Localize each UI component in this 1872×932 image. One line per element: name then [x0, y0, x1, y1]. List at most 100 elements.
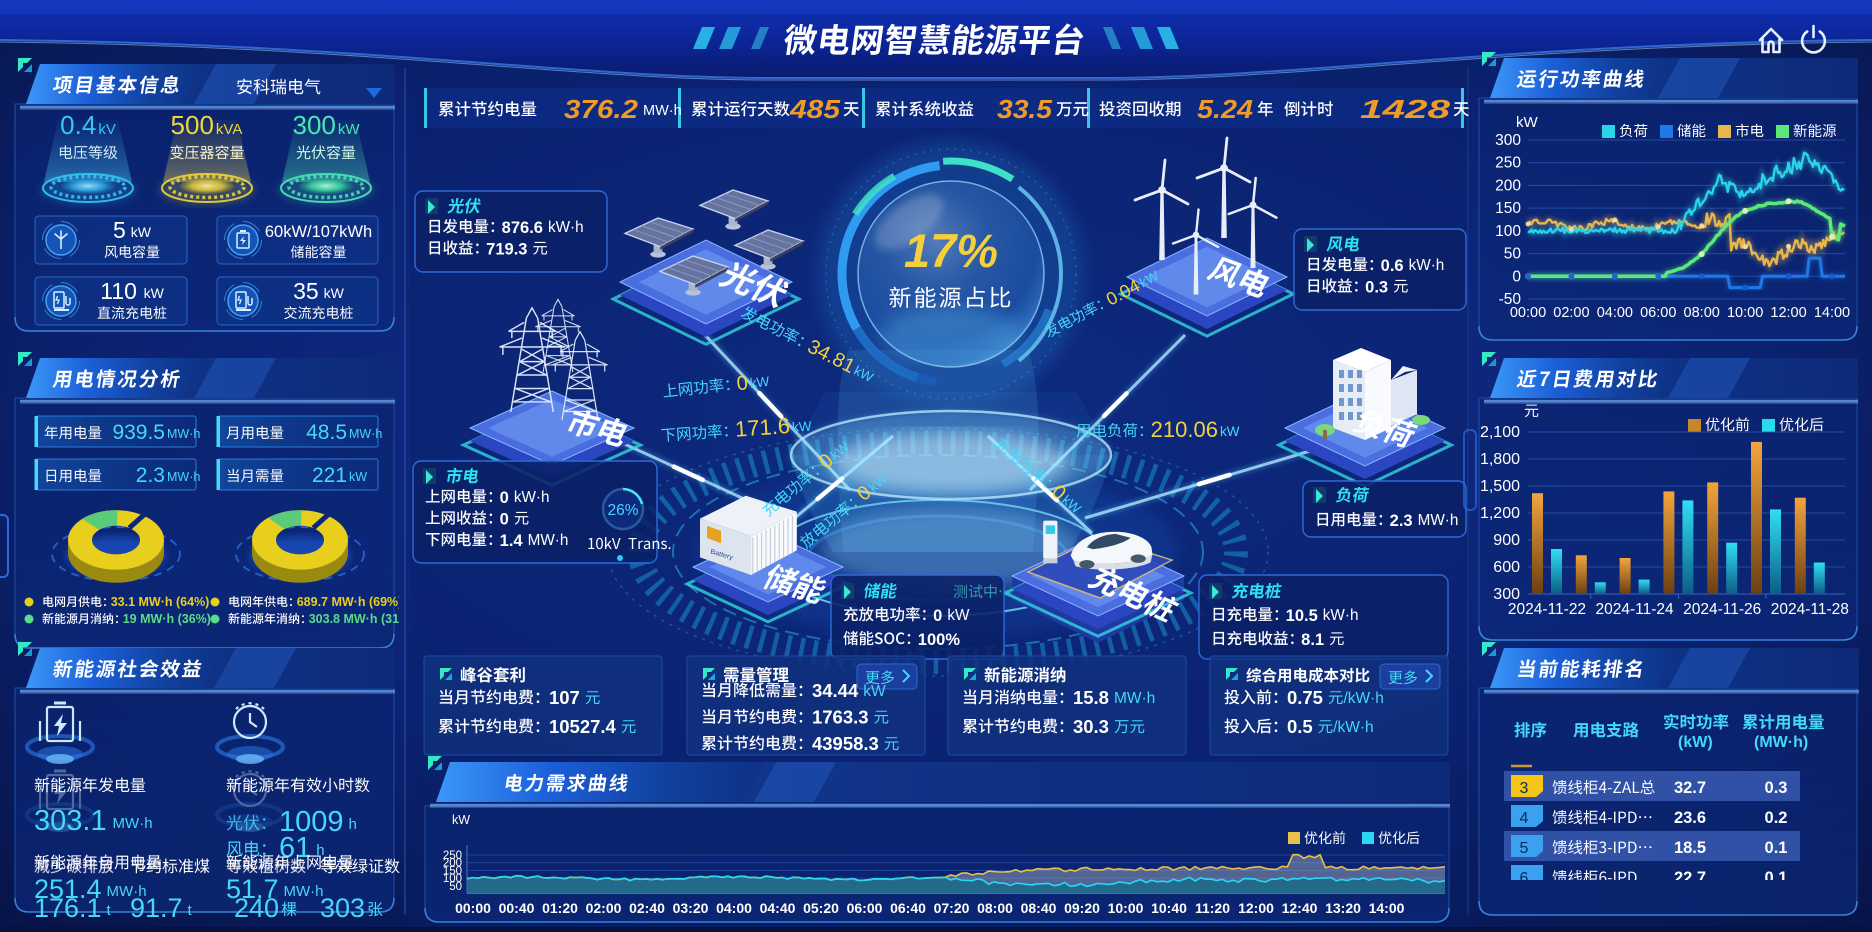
- svg-text:51.7: 51.7: [226, 874, 279, 904]
- svg-text:0: 0: [500, 511, 509, 529]
- svg-text:10:00: 10:00: [1727, 305, 1763, 321]
- svg-text:33.5: 33.5: [997, 94, 1053, 124]
- svg-text:240: 240: [234, 893, 279, 923]
- svg-text:303: 303: [320, 893, 365, 923]
- svg-text:04:00: 04:00: [1597, 305, 1633, 321]
- svg-text:14:00: 14:00: [1814, 305, 1850, 321]
- svg-text:939.5: 939.5: [112, 421, 165, 444]
- svg-text:48.5: 48.5: [306, 421, 347, 444]
- svg-text:251.4: 251.4: [34, 874, 102, 904]
- svg-text:200: 200: [443, 858, 462, 870]
- svg-text:MW·h: MW·h: [349, 427, 382, 441]
- svg-text:4: 4: [1520, 810, 1529, 827]
- svg-text:(kW): (kW): [1678, 734, 1713, 751]
- svg-text:-50: -50: [1499, 291, 1522, 308]
- svg-text:00:00: 00:00: [1510, 305, 1546, 321]
- svg-text:171.6: 171.6: [734, 413, 791, 442]
- svg-text:kW: kW: [452, 813, 470, 827]
- svg-text:107: 107: [549, 687, 580, 708]
- svg-text:06:40: 06:40: [890, 900, 926, 916]
- svg-text:176.1: 176.1: [34, 893, 102, 923]
- svg-text:600: 600: [1493, 559, 1520, 576]
- svg-text:1009: 1009: [279, 806, 344, 838]
- svg-text:32.7: 32.7: [1674, 779, 1706, 797]
- svg-text:3: 3: [1520, 780, 1529, 797]
- svg-text:1,800: 1,800: [1480, 451, 1520, 468]
- svg-text:kW·h: kW·h: [1323, 607, 1359, 624]
- svg-text:kW·h: kW·h: [1409, 257, 1445, 274]
- svg-text:MW·h: MW·h: [1114, 690, 1155, 707]
- svg-text:200: 200: [1495, 177, 1521, 194]
- svg-text:35: 35: [293, 278, 319, 304]
- svg-text:0.1: 0.1: [1765, 869, 1788, 887]
- svg-text:MW·h: MW·h: [167, 470, 200, 484]
- svg-text:kW: kW: [863, 683, 886, 700]
- svg-text:12:40: 12:40: [1282, 900, 1318, 916]
- svg-text:(MW·h): (MW·h): [1754, 734, 1808, 751]
- svg-text:15.8: 15.8: [1073, 687, 1109, 708]
- svg-text:kW: kW: [349, 470, 367, 484]
- svg-text:23.6: 23.6: [1674, 809, 1706, 827]
- svg-text:150: 150: [1495, 200, 1521, 217]
- svg-text:02:40: 02:40: [629, 900, 665, 916]
- svg-text:300: 300: [1495, 132, 1521, 149]
- svg-text:2.3: 2.3: [136, 464, 165, 487]
- svg-text:0: 0: [500, 489, 509, 507]
- svg-text:30.3: 30.3: [1073, 716, 1109, 737]
- svg-text:33.1 MW·h (64%): 33.1 MW·h (64%): [111, 595, 210, 609]
- svg-text:08:00: 08:00: [977, 900, 1013, 916]
- svg-text:0.6: 0.6: [1381, 257, 1404, 275]
- svg-text:22.7: 22.7: [1674, 869, 1706, 887]
- svg-text:303.8 MW·h (31%): 303.8 MW·h (31%): [309, 612, 415, 626]
- svg-text:250: 250: [443, 850, 462, 862]
- svg-text:1,200: 1,200: [1480, 505, 1520, 522]
- svg-text:09:20: 09:20: [1064, 900, 1100, 916]
- svg-text:MW·h: MW·h: [1418, 512, 1459, 529]
- svg-text:kW: kW: [131, 224, 152, 240]
- svg-text:08:40: 08:40: [1021, 900, 1057, 916]
- svg-text:0: 0: [933, 607, 942, 625]
- svg-text:04:00: 04:00: [716, 900, 752, 916]
- svg-text:43958.3: 43958.3: [812, 733, 879, 754]
- svg-text:MW·h: MW·h: [643, 103, 682, 119]
- svg-text:50: 50: [449, 881, 462, 893]
- svg-text:719.3: 719.3: [486, 241, 527, 259]
- svg-text:2024-11-22: 2024-11-22: [1508, 601, 1586, 618]
- svg-text:10:40: 10:40: [1151, 900, 1187, 916]
- svg-text:03:20: 03:20: [673, 900, 709, 916]
- svg-text:2.3: 2.3: [1390, 512, 1413, 530]
- svg-text:07:20: 07:20: [934, 900, 970, 916]
- svg-text:60kW/107kWh: 60kW/107kWh: [265, 223, 372, 241]
- svg-text:2,100: 2,100: [1480, 424, 1520, 441]
- svg-text:MW·h: MW·h: [528, 532, 569, 549]
- svg-text:18.5: 18.5: [1674, 839, 1706, 857]
- svg-text:h: h: [348, 816, 356, 833]
- svg-text:5.24: 5.24: [1197, 94, 1254, 124]
- svg-text:1,500: 1,500: [1480, 478, 1520, 495]
- svg-text:2024-11-26: 2024-11-26: [1683, 601, 1761, 618]
- svg-text:8.1: 8.1: [1301, 631, 1324, 649]
- svg-text:05:20: 05:20: [803, 900, 839, 916]
- svg-text:t: t: [188, 902, 193, 919]
- svg-text:100%: 100%: [918, 631, 961, 649]
- svg-text:1.4: 1.4: [500, 532, 524, 550]
- svg-text:0: 0: [736, 372, 749, 395]
- svg-text:303.1: 303.1: [34, 805, 107, 837]
- svg-text:13:20: 13:20: [1325, 900, 1361, 916]
- svg-text:876.6: 876.6: [502, 219, 543, 237]
- svg-text:5: 5: [1520, 840, 1529, 857]
- svg-text:12:00: 12:00: [1770, 305, 1806, 321]
- svg-text:12:00: 12:00: [1238, 900, 1274, 916]
- svg-text:26%: 26%: [607, 502, 638, 519]
- svg-text:900: 900: [1493, 532, 1520, 549]
- svg-text:10.5: 10.5: [1286, 607, 1318, 625]
- svg-text:kW·h: kW·h: [548, 219, 584, 236]
- svg-text:100: 100: [1495, 223, 1521, 240]
- svg-text:2024-11-28: 2024-11-28: [1771, 601, 1849, 618]
- svg-text:01:20: 01:20: [542, 900, 578, 916]
- svg-text:300: 300: [1493, 586, 1520, 603]
- svg-text:221: 221: [312, 464, 347, 487]
- svg-text:04:40: 04:40: [760, 900, 796, 916]
- svg-text:5: 5: [113, 217, 126, 243]
- svg-text:/kW·h: /kW·h: [1333, 719, 1373, 736]
